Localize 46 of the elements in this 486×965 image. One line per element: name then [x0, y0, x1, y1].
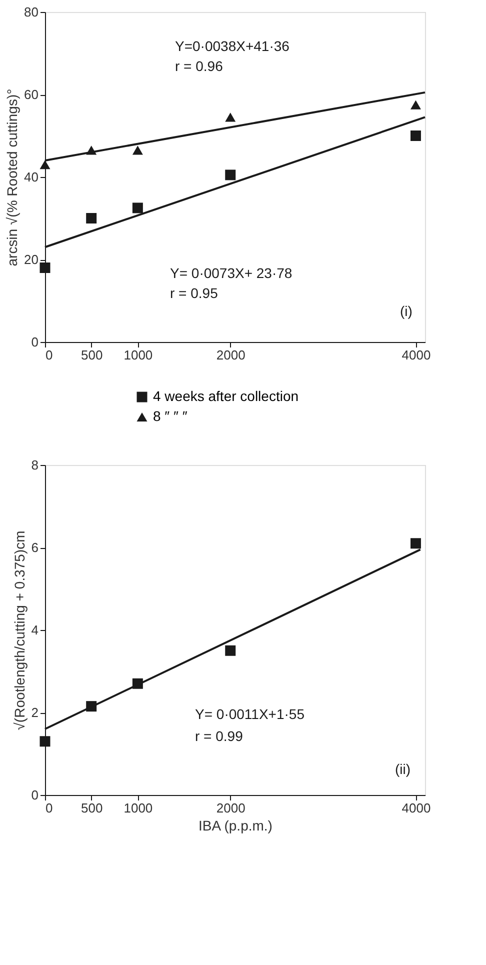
point: [86, 146, 97, 155]
annotation: r = 0.96: [175, 58, 224, 74]
x-tick-label: 1000: [124, 800, 153, 816]
point: [132, 146, 143, 155]
point: [410, 538, 421, 549]
x-tick-label: 4000: [402, 348, 431, 362]
point: [225, 645, 236, 656]
point: [225, 170, 236, 180]
x-tick-label: 2000: [216, 800, 246, 816]
annotation: Y=0·0038X+41·36: [175, 38, 290, 54]
x-tick-label: 0: [46, 800, 53, 816]
y-tick-label: 20: [24, 252, 38, 267]
y-tick-label: 0: [31, 334, 38, 350]
x-tick-label: 2000: [216, 348, 246, 362]
x-tick-label: 4000: [402, 800, 431, 816]
point: [40, 160, 50, 170]
annotation: Y= 0·0073X+ 23·78: [170, 265, 292, 281]
point: [410, 100, 421, 110]
annotation: r = 0.95: [170, 285, 218, 301]
y-tick-label: 60: [24, 87, 38, 102]
x-axis-title: IBA (p.p.m.): [198, 818, 272, 834]
point: [410, 130, 421, 141]
y-tick-label: 6: [31, 540, 38, 555]
annotation: (ii): [395, 761, 411, 777]
point: [40, 262, 50, 273]
x-tick-label: 1000: [124, 348, 153, 362]
point: [40, 736, 50, 747]
annotation: (i): [400, 303, 412, 319]
x-tick-label: 0: [46, 348, 53, 362]
point: [225, 112, 236, 122]
legend-label: 4 weeks after collection: [153, 388, 299, 404]
y-tick-label: 80: [24, 4, 38, 20]
y-axis-title: √(Rootlength/cutting + 0.375)cm: [11, 530, 28, 730]
y-tick-label: 2: [31, 705, 38, 720]
y-tick-label: 8: [31, 458, 38, 472]
legend-label: 8 ″ ″ ″: [153, 408, 188, 424]
point: [86, 213, 97, 224]
annotation: Y= 0·0011X+1·55: [195, 706, 305, 722]
x-tick-label: 500: [80, 348, 103, 362]
x-tick-label: 500: [80, 800, 103, 816]
y-tick-label: 4: [31, 622, 38, 638]
point: [132, 202, 143, 214]
y-axis-title: arcsin √(% Rooted cuttings)°: [4, 88, 20, 266]
y-tick-label: 40: [24, 170, 38, 184]
annotation: r = 0.99: [195, 728, 244, 744]
y-tick-label: 0: [31, 788, 38, 802]
